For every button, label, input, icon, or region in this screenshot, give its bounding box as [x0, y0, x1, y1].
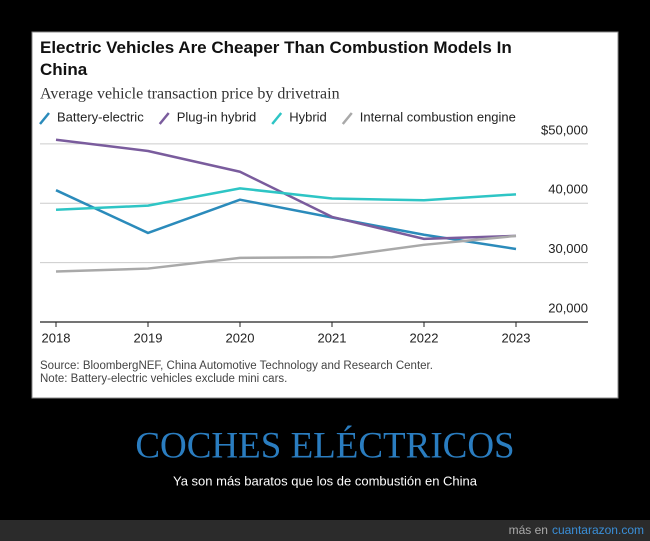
x-tick-label: 2021: [318, 330, 347, 345]
y-tick-label: 30,000: [548, 241, 588, 256]
legend-swatch: [271, 112, 283, 125]
y-tick-label: 40,000: [548, 182, 588, 197]
legend-label: Internal combustion engine: [360, 109, 516, 124]
x-tick-label: 2023: [502, 330, 531, 345]
caption-text: Ya son más baratos que los de combustión…: [173, 473, 478, 488]
headline: COCHES ELÉCTRICOS: [135, 424, 514, 466]
x-tick-label: 2022: [410, 330, 439, 345]
footer-bar: [0, 520, 650, 541]
footer-prefix: más en: [509, 523, 548, 537]
source-note: Source: BloombergNEF, China Automotive T…: [40, 360, 433, 372]
x-tick-label: 2019: [134, 330, 163, 345]
legend-label: Battery-electric: [57, 109, 144, 124]
legend-label: Hybrid: [289, 109, 327, 124]
chart-title: Electric Vehicles Are Cheaper Than Combu…: [40, 38, 512, 79]
series-line: [55, 187, 517, 212]
note: Note: Battery-electric vehicles exclude …: [40, 373, 287, 385]
y-tick-label: $50,000: [541, 122, 588, 137]
series-line: [55, 189, 517, 251]
x-tick-label: 2020: [226, 330, 255, 345]
legend-swatch: [39, 112, 50, 125]
x-tick-label: 2018: [42, 330, 71, 345]
y-tick-label: 20,000: [548, 300, 588, 315]
legend-swatch: [158, 112, 170, 125]
chart-subtitle: Average vehicle transaction price by dri…: [40, 86, 340, 103]
legend-swatch: [341, 112, 353, 125]
series-line: [55, 234, 517, 273]
legend-label: Plug-in hybrid: [177, 109, 257, 124]
footer-link[interactable]: cuantarazon.com: [552, 523, 644, 537]
